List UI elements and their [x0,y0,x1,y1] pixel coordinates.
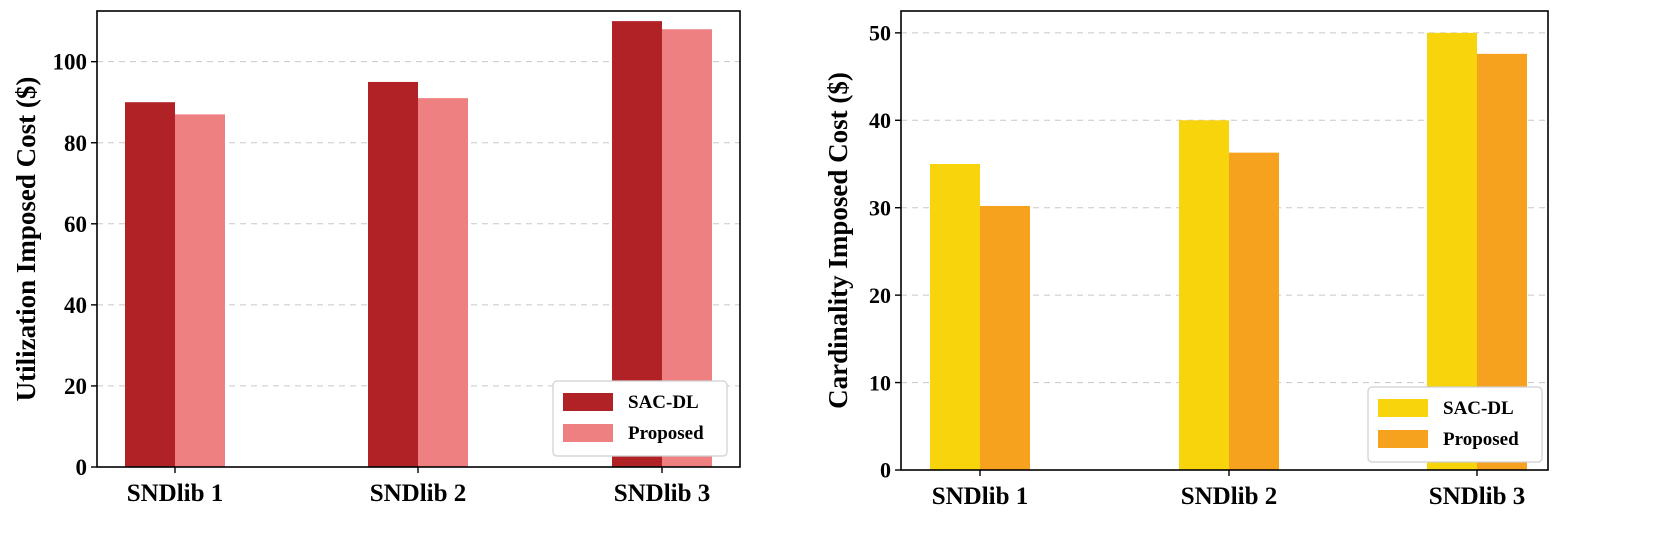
legend: SAC-DL Proposed [1367,386,1543,463]
x-tick-label: SNDlib 3 [1429,483,1526,510]
bar-sac-dl-2 [1179,120,1229,471]
y-axis-label: Cardinality Imposed Cost ($) [823,72,853,409]
y-tick-label: 100 [53,50,88,75]
y-tick-label: 80 [64,131,87,156]
plot-frame [900,10,1549,471]
legend-label: SAC-DL [628,392,699,413]
y-tick-label: 20 [64,374,87,399]
x-tick-label: SNDlib 3 [614,480,711,507]
cardinality-cost-chart: 0 10 20 30 40 50 SNDlib 1 SNDlib 2 SNDlib 3 Car… [823,10,1549,510]
legend-label: Proposed [628,423,704,444]
legend-swatch [1378,430,1428,448]
y-tick-label: 10 [869,370,891,395]
bar-sac-dl-1 [125,102,175,467]
legend-swatch [563,393,613,411]
y-ticks: 0 10 20 30 40 50 [869,21,901,483]
x-tick-label: SNDlib 2 [370,480,467,507]
y-tick-label: 0 [880,458,891,483]
utilization-cost-chart: 0 20 40 60 80 100 SNDlib 1 SNDlib 2 SNDlib 3 Ut… [11,10,741,507]
y-axis-label: Utilization Imposed Cost ($) [11,77,41,402]
bar-proposed-2 [1229,152,1279,471]
y-tick-label: 50 [869,21,891,46]
y-tick-label: 60 [64,212,87,237]
legend-swatch [563,424,613,442]
legend-swatch [1378,399,1428,417]
x-tick-label: SNDlib 1 [127,480,224,507]
legend-label: Proposed [1443,429,1519,450]
y-tick-label: 0 [76,455,88,480]
bar-sac-dl-1 [930,164,980,470]
y-tick-label: 40 [869,108,891,133]
y-tick-label: 40 [64,293,87,318]
bar-proposed-2 [418,98,468,467]
legend: SAC-DL Proposed [552,380,728,457]
x-ticks: SNDlib 1 SNDlib 2 SNDlib 3 [932,470,1526,510]
legend-label: SAC-DL [1443,398,1514,419]
y-tick-label: 30 [869,195,891,220]
x-ticks: SNDlib 1 SNDlib 2 SNDlib 3 [127,467,711,507]
bar-sac-dl-2 [368,81,418,467]
bar-proposed-1 [980,205,1030,471]
bar-proposed-1 [175,114,225,468]
x-tick-label: SNDlib 2 [1181,483,1278,510]
y-tick-label: 20 [869,283,891,308]
x-tick-label: SNDlib 1 [932,483,1029,510]
y-ticks: 0 20 40 60 80 100 [53,50,97,480]
